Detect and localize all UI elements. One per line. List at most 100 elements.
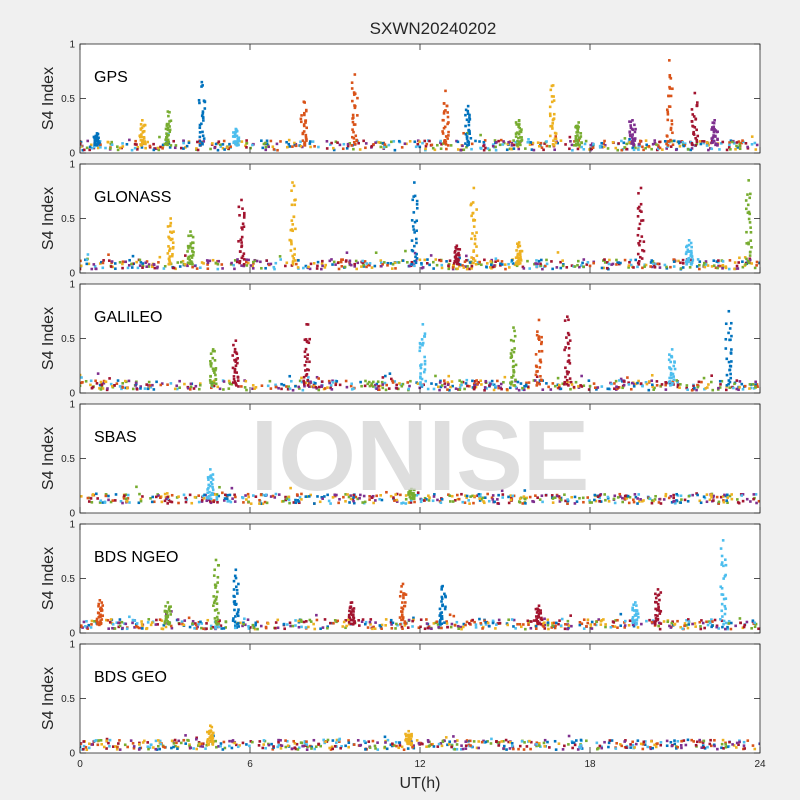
data-point <box>302 379 305 383</box>
data-point <box>82 747 85 751</box>
data-point <box>473 380 477 383</box>
data-point <box>622 141 626 145</box>
data-point <box>293 253 296 256</box>
data-point <box>731 743 734 746</box>
data-point <box>440 626 443 630</box>
data-point <box>665 265 668 269</box>
data-point <box>193 495 197 499</box>
data-point <box>527 621 530 625</box>
data-point <box>123 379 127 383</box>
data-point <box>321 626 325 629</box>
data-point <box>353 265 357 268</box>
y-tick-label: 1 <box>69 160 75 171</box>
data-point <box>139 498 143 501</box>
data-point <box>138 258 142 262</box>
data-point <box>235 588 239 592</box>
data-point <box>346 142 350 146</box>
data-point <box>107 627 110 630</box>
data-point <box>364 146 367 150</box>
data-point <box>718 379 722 383</box>
data-point <box>633 123 636 127</box>
data-point <box>561 259 564 262</box>
data-point <box>95 382 99 385</box>
data-point <box>485 262 489 265</box>
data-point <box>368 620 372 624</box>
data-point <box>432 267 435 270</box>
data-point <box>531 499 534 503</box>
data-point <box>108 621 112 624</box>
data-point <box>544 493 548 497</box>
data-point <box>197 620 201 624</box>
data-point <box>169 624 173 628</box>
data-point <box>128 615 131 619</box>
data-point <box>670 119 674 122</box>
data-point <box>485 387 488 390</box>
data-point <box>710 744 713 748</box>
data-point <box>679 625 683 629</box>
data-point <box>243 386 247 389</box>
data-point <box>555 621 558 625</box>
data-point <box>303 355 307 358</box>
data-point <box>411 494 415 498</box>
data-point <box>389 494 393 498</box>
data-point <box>738 142 742 145</box>
data-point <box>195 747 199 751</box>
data-point <box>512 339 515 343</box>
data-point <box>410 491 413 495</box>
data-point <box>184 496 187 500</box>
data-point <box>512 618 516 622</box>
data-point <box>568 135 572 139</box>
data-point <box>518 140 521 144</box>
data-point <box>373 264 377 268</box>
data-point <box>107 498 110 502</box>
data-point <box>115 621 119 624</box>
data-point <box>728 494 732 498</box>
data-point <box>637 379 640 383</box>
data-point <box>295 742 299 746</box>
data-point <box>431 742 434 746</box>
data-point <box>365 265 368 269</box>
data-point <box>636 265 639 269</box>
data-point <box>170 500 174 504</box>
data-point <box>514 363 518 367</box>
data-point <box>198 131 202 134</box>
data-point <box>700 380 703 384</box>
data-point <box>657 609 661 612</box>
data-point <box>551 127 554 130</box>
data-point <box>508 747 512 750</box>
data-point <box>615 263 618 266</box>
data-point <box>141 264 145 268</box>
data-point <box>240 256 244 260</box>
data-point <box>574 124 578 128</box>
data-point <box>748 212 752 216</box>
data-point <box>709 147 712 150</box>
data-point <box>617 261 620 264</box>
data-point <box>198 743 201 746</box>
data-point <box>259 502 263 505</box>
data-point <box>308 618 312 622</box>
data-point <box>200 626 203 630</box>
data-point <box>142 129 146 133</box>
data-point <box>309 385 313 388</box>
data-point <box>539 611 543 615</box>
data-point <box>450 745 453 749</box>
data-markers <box>80 724 760 752</box>
data-point <box>364 620 368 624</box>
data-point <box>460 627 463 631</box>
data-point <box>465 496 468 499</box>
data-point <box>249 740 253 743</box>
data-point <box>404 494 408 497</box>
data-point <box>90 743 93 746</box>
data-point <box>414 259 418 263</box>
data-point <box>551 497 555 500</box>
data-point <box>713 618 717 622</box>
data-point <box>135 143 138 146</box>
data-point <box>631 133 634 136</box>
data-point <box>136 145 140 149</box>
data-point-peak <box>727 309 731 313</box>
data-point <box>559 387 563 391</box>
data-point <box>116 148 120 152</box>
data-point <box>307 625 310 629</box>
data-point <box>211 356 215 360</box>
data-point <box>245 141 249 145</box>
